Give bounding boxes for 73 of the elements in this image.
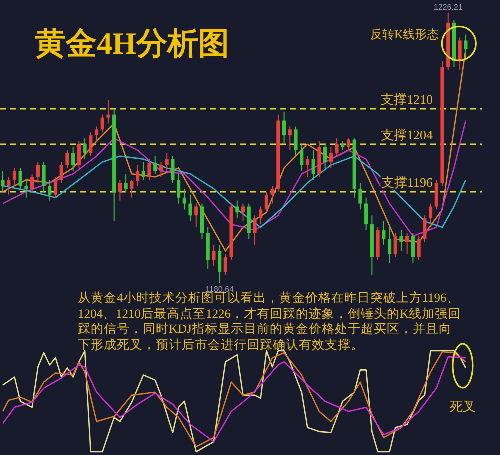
candlestick [282,111,286,145]
candlestick [253,215,257,246]
candlestick [142,162,146,181]
candlestick [388,227,392,264]
candlestick [236,200,240,220]
candlestick [382,221,386,246]
candlestick [66,150,70,169]
candlestick [83,138,87,160]
candlestick [124,174,128,192]
candlestick [406,232,410,255]
annotation: 死叉 [450,399,476,414]
annotation: 从黄金4小时技术分析图可以看出，黄金价格在昨日突破上方1196、1204、1210后最高点至1226，才有回踩的迹象，倒锤头的K线加强回踩的信号，同时KDJ指标显示目前的黄金价格处于超买区，并且向下形成死叉，预计后市会进行回踩确认有效支撑。 [78,291,462,353]
candlestick [288,126,292,151]
candlestick [428,203,433,226]
candlestick [36,162,40,184]
candlestick [400,230,404,252]
candlestick [94,126,99,142]
candlestick [324,144,328,169]
candlestick [212,244,216,267]
candlestick [411,232,415,264]
candlestick [72,146,76,172]
candlestick [241,203,246,222]
candlestick [188,194,192,222]
chart-title: 黄金4H分析图 [35,26,230,61]
candlestick [100,114,104,134]
candlestick [48,180,52,202]
candlestick [458,37,462,71]
candlestick [182,188,186,210]
candlestick [77,141,81,169]
annotation: 反转K线形态 [370,28,440,42]
candlestick [18,168,22,190]
candlestick [294,126,298,157]
candlestick [30,174,34,192]
candlestick [346,138,351,151]
candlestick [42,162,46,192]
candlestick [417,236,421,261]
candlestick [464,34,468,60]
candlestick [194,203,198,228]
candlestick [306,156,310,178]
candlestick [423,215,427,243]
candlestick [1,170,5,192]
candlestick [264,191,268,214]
candlestick [312,150,316,181]
candlestick [270,185,274,204]
candlestick [118,180,122,202]
candlestick [60,162,64,184]
candlestick [54,176,58,198]
candlestick [165,152,169,172]
candlestick [434,180,438,210]
candlestick [364,197,368,231]
candlestick [218,244,222,284]
candlestick [171,156,175,184]
candlestick [89,132,93,157]
candlestick [159,162,164,178]
candlestick [177,174,181,204]
candlestick [12,168,17,186]
candlestick [259,206,263,226]
candlestick [154,156,158,175]
candlestick [335,138,339,157]
candlestick [394,232,398,258]
candlestick [148,158,152,181]
candlestick [358,182,362,210]
candlestick [7,176,11,196]
candlestick [224,254,228,276]
candlestick [300,144,304,172]
candlestick [24,180,28,198]
candlestick [106,100,110,124]
candlestick [329,146,333,169]
candlestick [136,164,140,186]
ref-line-label: 支撑1210 [381,92,433,107]
ref-line-label: 支撑1204 [381,127,434,142]
candlestick [130,180,134,198]
annotation: 1226.21 [434,2,464,12]
